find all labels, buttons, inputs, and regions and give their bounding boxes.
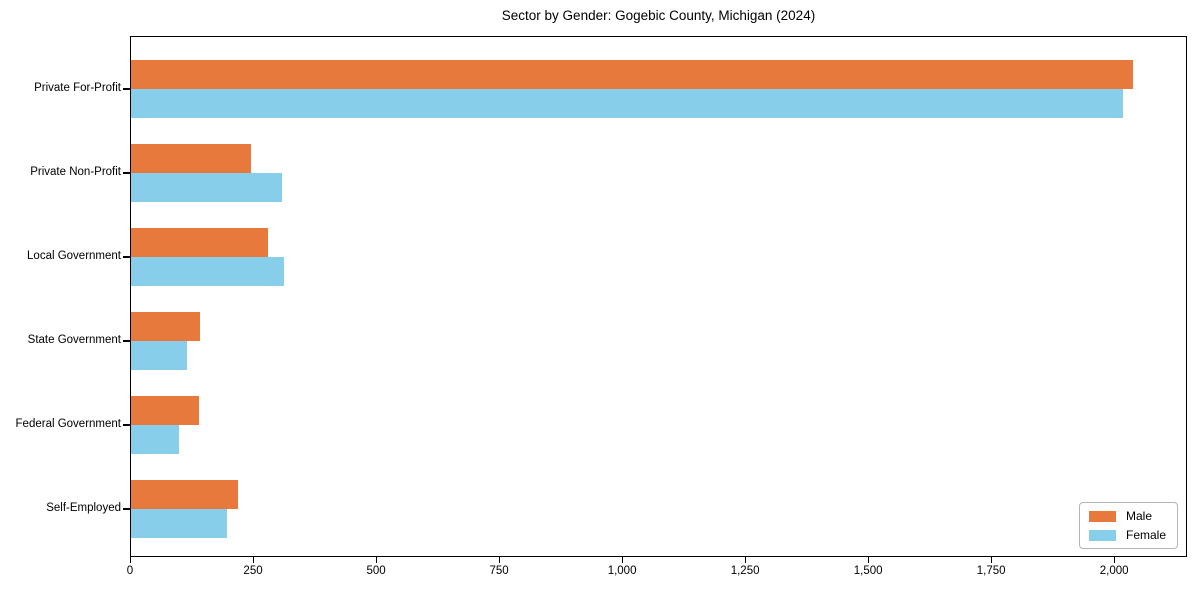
female-bar (131, 257, 285, 286)
male-bar (131, 396, 199, 425)
x-tick-label: 250 (243, 565, 263, 577)
legend-swatch-female (1088, 529, 1116, 541)
category-label: Local Government (27, 250, 121, 262)
male-bar (131, 312, 200, 341)
x-tick-mark (868, 557, 870, 563)
category-label: Self-Employed (46, 502, 121, 514)
male-bar (131, 60, 1133, 89)
category-label: State Government (27, 334, 121, 346)
x-tick-mark (253, 557, 255, 563)
y-tick-mark (123, 340, 130, 342)
x-tick-label: 2,000 (1099, 565, 1129, 577)
y-tick-mark (123, 88, 130, 90)
x-tick-mark (1114, 557, 1116, 563)
female-bar (131, 425, 180, 454)
x-tick-mark (991, 557, 993, 563)
x-tick-mark (376, 557, 378, 563)
legend-label: Male (1125, 509, 1152, 523)
legend-label: Female (1125, 528, 1166, 542)
x-tick-mark (499, 557, 501, 563)
female-bar (131, 89, 1124, 118)
y-tick-mark (123, 508, 130, 510)
x-tick-label: 1,500 (853, 565, 883, 577)
x-tick-label: 0 (126, 565, 134, 577)
x-axis: 0 250 500 750 1,000 1,250 1,500 1,750 2,000 (126, 556, 1187, 596)
y-tick-mark (123, 424, 130, 426)
x-tick-mark (622, 557, 624, 563)
female-bar (131, 509, 228, 538)
category-label: Private For-Profit (34, 82, 121, 94)
legend-swatch-male (1088, 510, 1116, 522)
x-tick-label: 1,000 (607, 565, 637, 577)
x-tick-label: 1,750 (976, 565, 1006, 577)
male-bar (131, 228, 268, 257)
male-bar (131, 144, 252, 173)
legend-item-female: Female (1088, 528, 1166, 542)
y-tick-mark (123, 172, 130, 174)
female-bar (131, 341, 187, 370)
x-tick-label: 500 (366, 565, 386, 577)
male-bar (131, 480, 239, 509)
category-label: Federal Government (15, 418, 121, 430)
x-tick-mark (745, 557, 747, 563)
chart-title: Sector by Gender: Gogebic County, Michig… (501, 8, 816, 23)
x-tick-mark (130, 557, 132, 563)
legend-item-male: Male (1088, 509, 1166, 523)
x-tick-label: 1,250 (730, 565, 760, 577)
category-label: Private Non-Profit (30, 166, 121, 178)
x-tick-label: 750 (489, 565, 509, 577)
legend: Male Female (1078, 502, 1178, 549)
y-axis-labels: Private For-Profit Private Non-Profit Loca… (0, 36, 121, 557)
female-bar (131, 173, 283, 202)
plot-area: Male Female (123, 36, 1187, 557)
y-tick-mark (123, 256, 130, 258)
